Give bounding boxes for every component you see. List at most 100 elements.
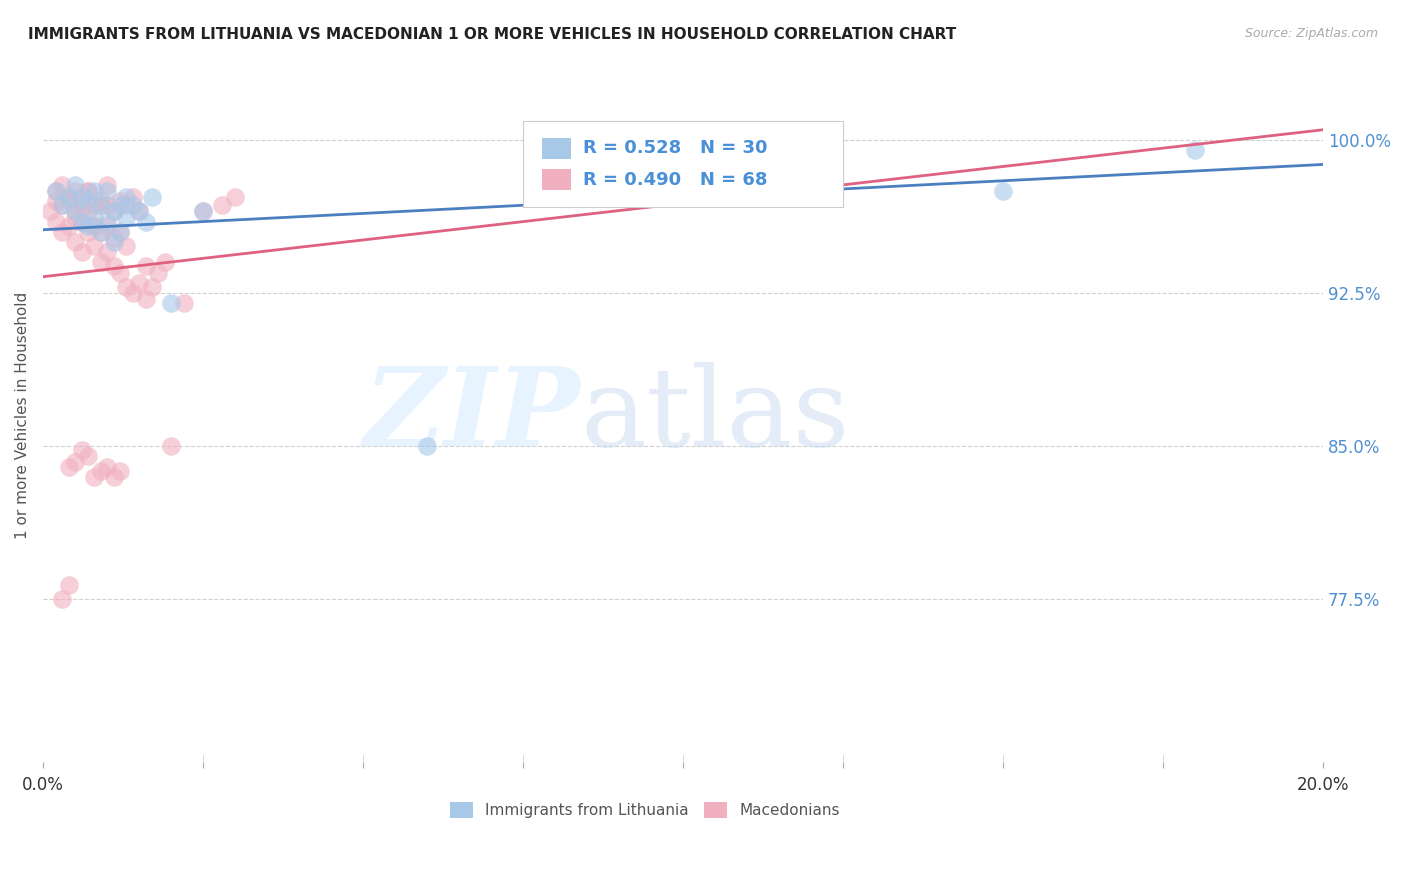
Point bbox=[991, 184, 1014, 198]
Text: R = 0.490   N = 68: R = 0.490 N = 68 bbox=[583, 170, 768, 188]
Point bbox=[58, 194, 80, 209]
Point bbox=[135, 292, 157, 306]
Point bbox=[103, 260, 125, 274]
Text: Source: ZipAtlas.com: Source: ZipAtlas.com bbox=[1244, 27, 1378, 40]
Point bbox=[58, 578, 80, 592]
Point bbox=[63, 455, 86, 469]
Point bbox=[90, 255, 112, 269]
Y-axis label: 1 or more Vehicles in Household: 1 or more Vehicles in Household bbox=[15, 292, 30, 539]
Point bbox=[148, 266, 170, 280]
Point bbox=[58, 190, 80, 204]
Point bbox=[77, 184, 100, 198]
Point bbox=[96, 214, 118, 228]
Point bbox=[108, 225, 131, 239]
Legend: Immigrants from Lithuania, Macedonians: Immigrants from Lithuania, Macedonians bbox=[444, 796, 846, 824]
FancyBboxPatch shape bbox=[543, 138, 571, 159]
Point bbox=[63, 184, 86, 198]
Point bbox=[63, 178, 86, 192]
Point bbox=[83, 184, 105, 198]
Point bbox=[58, 190, 80, 204]
Point bbox=[128, 276, 150, 290]
Text: atlas: atlas bbox=[581, 362, 851, 469]
Point bbox=[45, 194, 67, 209]
Point bbox=[115, 280, 138, 294]
Point bbox=[58, 219, 80, 233]
Point bbox=[70, 190, 93, 204]
Point bbox=[416, 439, 439, 453]
Point bbox=[77, 225, 100, 239]
Point bbox=[121, 198, 143, 212]
Point bbox=[45, 214, 67, 228]
Point bbox=[135, 260, 157, 274]
Point bbox=[115, 198, 138, 212]
Point bbox=[77, 204, 100, 219]
Point bbox=[103, 469, 125, 483]
FancyBboxPatch shape bbox=[543, 169, 571, 190]
FancyBboxPatch shape bbox=[523, 120, 844, 207]
Point bbox=[160, 439, 183, 453]
Point bbox=[121, 190, 143, 204]
Text: IMMIGRANTS FROM LITHUANIA VS MACEDONIAN 1 OR MORE VEHICLES IN HOUSEHOLD CORRELAT: IMMIGRANTS FROM LITHUANIA VS MACEDONIAN … bbox=[28, 27, 956, 42]
Point bbox=[96, 219, 118, 233]
Point bbox=[83, 219, 105, 233]
Point bbox=[96, 459, 118, 474]
Point bbox=[83, 469, 105, 483]
Point bbox=[224, 190, 246, 204]
Point bbox=[108, 194, 131, 209]
Point bbox=[103, 204, 125, 219]
Point bbox=[90, 225, 112, 239]
Point bbox=[51, 225, 73, 239]
Point bbox=[96, 184, 118, 198]
Point bbox=[173, 296, 195, 310]
Point bbox=[128, 204, 150, 219]
Point bbox=[63, 211, 86, 225]
Point bbox=[153, 255, 176, 269]
Text: ZIP: ZIP bbox=[364, 362, 581, 469]
Point bbox=[70, 214, 93, 228]
Point bbox=[115, 239, 138, 253]
Point bbox=[1184, 143, 1206, 157]
Point bbox=[96, 178, 118, 192]
Point bbox=[90, 198, 112, 212]
Point bbox=[77, 450, 100, 464]
Point bbox=[96, 198, 118, 212]
Point bbox=[70, 198, 93, 212]
Point bbox=[51, 198, 73, 212]
Point bbox=[70, 198, 93, 212]
Point bbox=[103, 235, 125, 249]
Point bbox=[83, 219, 105, 233]
Point bbox=[51, 592, 73, 607]
Point bbox=[121, 285, 143, 300]
Point bbox=[70, 245, 93, 260]
Point bbox=[115, 190, 138, 204]
Point bbox=[58, 459, 80, 474]
Point bbox=[51, 178, 73, 192]
Point bbox=[90, 464, 112, 478]
Point bbox=[115, 211, 138, 225]
Point bbox=[108, 464, 131, 478]
Point bbox=[193, 204, 215, 219]
Point bbox=[63, 235, 86, 249]
Text: R = 0.528   N = 30: R = 0.528 N = 30 bbox=[583, 139, 768, 157]
Point bbox=[83, 211, 105, 225]
Point bbox=[38, 204, 60, 219]
Point bbox=[77, 194, 100, 209]
Point bbox=[90, 194, 112, 209]
Point bbox=[83, 198, 105, 212]
Point bbox=[63, 204, 86, 219]
Point bbox=[90, 225, 112, 239]
Point bbox=[193, 204, 215, 219]
Point bbox=[77, 184, 100, 198]
Point bbox=[103, 231, 125, 245]
Point bbox=[63, 204, 86, 219]
Point bbox=[77, 219, 100, 233]
Point bbox=[108, 266, 131, 280]
Point bbox=[45, 184, 67, 198]
Point bbox=[135, 214, 157, 228]
Point bbox=[108, 225, 131, 239]
Point bbox=[90, 198, 112, 212]
Point bbox=[70, 443, 93, 458]
Point bbox=[70, 214, 93, 228]
Point bbox=[160, 296, 183, 310]
Point bbox=[128, 204, 150, 219]
